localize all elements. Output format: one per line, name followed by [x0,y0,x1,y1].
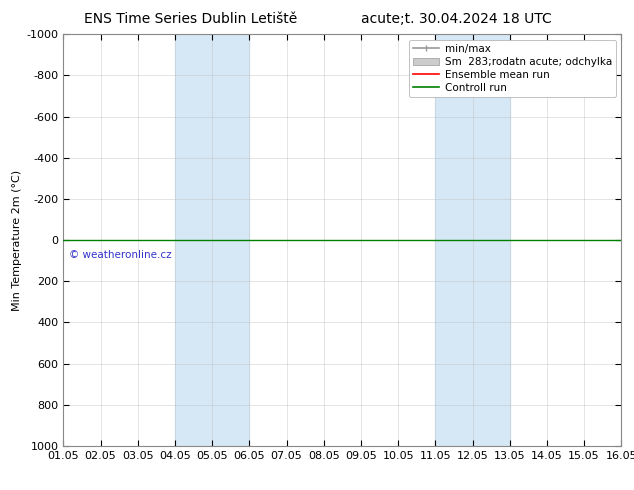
Text: acute;t. 30.04.2024 18 UTC: acute;t. 30.04.2024 18 UTC [361,12,552,26]
Y-axis label: Min Temperature 2m (°C): Min Temperature 2m (°C) [13,170,22,311]
Bar [175,34,249,446]
Text: ENS Time Series Dublin Letiště: ENS Time Series Dublin Letiště [84,12,297,26]
Bar [436,34,510,446]
Text: © weatheronline.cz: © weatheronline.cz [69,250,172,260]
Legend: min/max, Sm  283;rodatn acute; odchylka, Ensemble mean run, Controll run: min/max, Sm 283;rodatn acute; odchylka, … [410,40,616,97]
